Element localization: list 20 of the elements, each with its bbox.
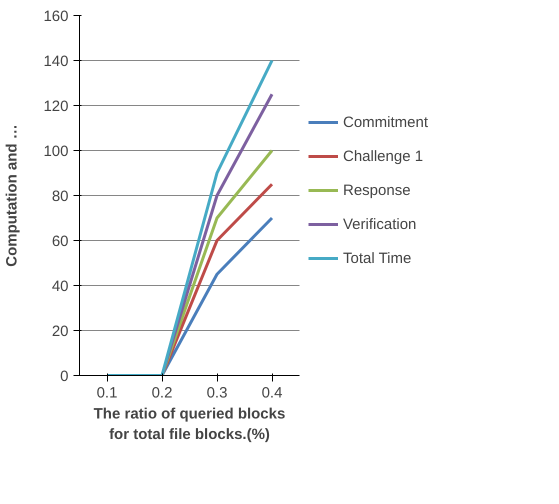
legend-label: Response [343, 182, 411, 198]
y-tick-label: 20 [52, 323, 69, 340]
legend-label: Verification [343, 216, 416, 232]
x-tick-label: 0.1 [96, 384, 118, 402]
legend-label: Challenge 1 [343, 148, 424, 164]
y-tick-label: 140 [43, 53, 69, 70]
y-tick-label: 100 [43, 143, 69, 160]
legend-label: Total Time [343, 250, 412, 266]
y-tick-label: 60 [52, 233, 69, 250]
x-axis-title: The ratio of queried blocks for total file blocks.(%) [94, 406, 286, 443]
y-tick-label: 0 [60, 368, 68, 385]
y-tick-label: 120 [43, 98, 69, 115]
y-tick-label: 40 [52, 278, 69, 295]
y-tick-label: 80 [52, 188, 69, 205]
y-axis-title: Computation and … [3, 124, 20, 267]
x-tick-label: 0.4 [262, 384, 282, 402]
x-tick-label: 0.3 [206, 384, 228, 402]
x-tick-label: 0.2 [152, 384, 172, 402]
y-tick-label: 160 [43, 8, 69, 25]
legend-label: Commitment [343, 114, 428, 130]
